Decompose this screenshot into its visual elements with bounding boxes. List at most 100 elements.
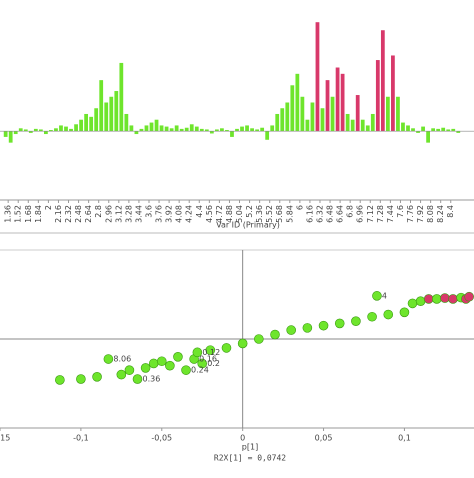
point [173,351,183,362]
bar [13,131,18,135]
x-tick-label: 7.28 [376,205,385,223]
x-tick-label: 2.64 [84,205,93,223]
bar [260,127,265,132]
point [192,347,203,358]
point [286,325,296,335]
bar [89,116,94,132]
bar [64,126,68,132]
x-tick-label: 3.76 [155,205,164,223]
bar [84,113,89,132]
bar [385,96,390,132]
bar [8,131,13,143]
point [448,294,458,304]
bar [355,95,360,132]
x-tick-label: 6.16 [305,205,314,223]
bar [456,131,461,133]
point [165,360,175,371]
bar [49,130,53,132]
x-tick-label: 4.56 [205,205,214,223]
bar [350,119,355,132]
x-tick-label: 5.52 [265,205,274,223]
x-tick-label: 2 [44,205,53,210]
x-tick-label: 2.96 [104,205,113,223]
x-axis-title: Var ID (Primary) [216,221,280,230]
bar [159,125,164,132]
point-label: 4 [382,291,387,300]
bar [18,128,23,132]
bar [255,129,260,132]
x-tick-label: 8.4 [446,205,455,218]
x-tick-label: 7.76 [406,205,415,223]
bar [134,131,139,135]
x-tick-label: 6.8 [346,205,355,218]
point [148,358,159,369]
x-tick-label: 1.52 [14,205,23,223]
bar [189,124,194,132]
bar [416,131,420,133]
x-tick-label: 1.36 [4,205,13,223]
x-tick-label: 6.32 [315,205,324,223]
point [372,291,382,301]
x-tick-label: 6.96 [356,205,365,223]
point [415,296,426,306]
bar [406,125,410,132]
point-label: 0.2 [207,359,220,368]
bar [54,128,58,132]
bar [451,128,456,132]
point [76,374,86,384]
bar [421,126,425,132]
bar [436,128,441,132]
point [254,334,264,344]
bar [119,62,124,132]
bar [144,125,149,132]
point [399,307,410,318]
bar [396,96,400,132]
point [431,294,442,304]
x-tick-label: 1.68 [24,205,33,223]
point [440,293,450,303]
bar [174,125,179,132]
point [367,311,377,322]
bar [370,113,375,132]
point-label: 0.16 [199,355,217,364]
x-tick-label: -0,1 [73,434,89,443]
bar [380,30,385,132]
bar [220,128,224,132]
x-tick-label: -0,15 [0,434,10,443]
bar [99,80,104,132]
point [156,356,167,367]
bar [33,128,38,132]
bar [74,124,78,132]
point [124,365,135,375]
bar [154,119,159,132]
point [407,298,418,309]
bar [235,128,239,132]
bar [305,119,310,132]
bar [169,128,174,132]
bar [401,122,405,132]
bar [164,126,169,132]
point [92,372,102,382]
x-tick-label: 8.08 [426,205,435,223]
bar [139,128,144,132]
point [55,375,65,385]
bar [199,128,204,132]
bar [194,126,199,132]
x-axis-title: p[1] [242,443,258,452]
point [197,358,208,369]
bar [446,129,451,132]
bar [315,22,320,132]
bar [365,125,370,132]
x-tick-label: 7.6 [396,205,405,218]
x-tick-label: 4.72 [215,205,224,223]
point [140,363,151,373]
point [334,318,345,329]
bar [23,129,28,132]
x-tick-label: 0,1 [398,434,411,443]
x-tick-label: 5.2 [245,205,254,218]
x-tick-label: 4.08 [175,205,184,223]
x-tick-label: 8.24 [436,205,445,223]
bar [149,122,154,132]
x-tick-label: 3.12 [114,205,123,223]
bar [28,131,33,133]
